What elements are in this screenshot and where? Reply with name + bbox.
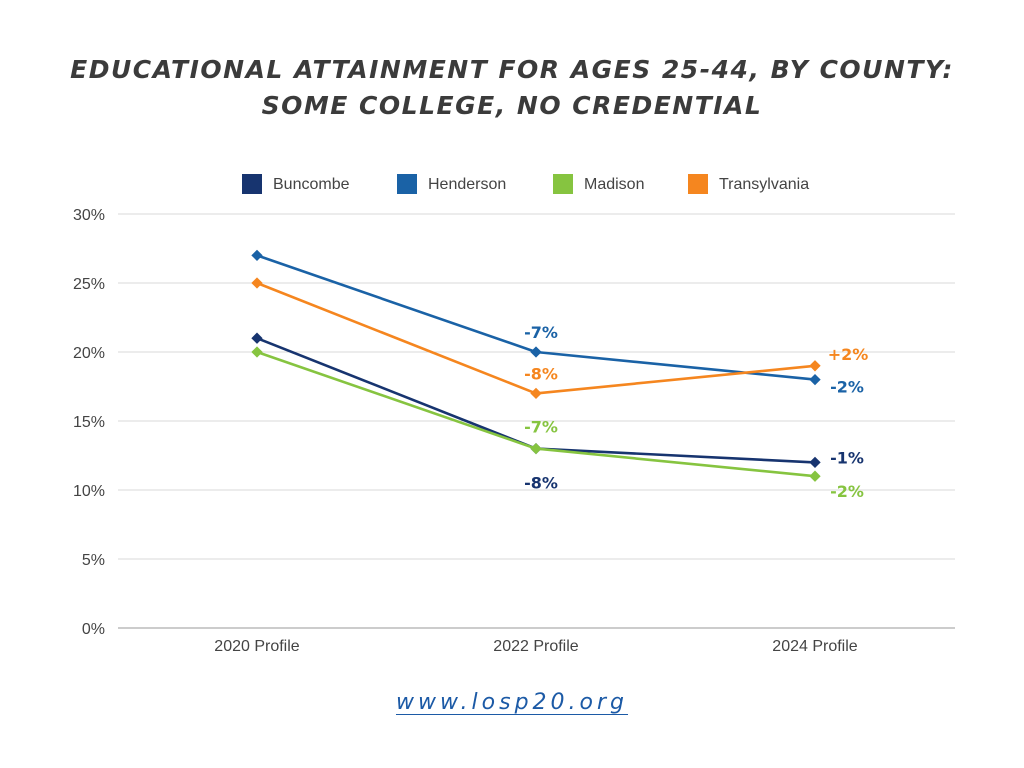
chart-title-line-2: SOME COLLEGE, NO CREDENTIAL: [261, 91, 763, 120]
data-label: +2%: [828, 345, 869, 364]
y-tick-label: 15%: [73, 414, 105, 431]
data-label: -7%: [524, 323, 558, 342]
y-tick-label: 0%: [82, 621, 105, 638]
x-tick-label: 2024 Profile: [772, 638, 857, 655]
y-tick-label: 10%: [73, 483, 105, 500]
data-labels: -7% -8% -7% -8% +2% -2% -1% -2%: [524, 323, 868, 501]
data-point: [809, 456, 821, 469]
data-label: -7%: [524, 418, 558, 437]
legend-item: Henderson: [397, 174, 506, 194]
legend-label: Buncombe: [273, 176, 350, 193]
data-point: [251, 249, 263, 262]
x-axis: 2020 Profile 2022 Profile 2024 Profile: [214, 638, 857, 655]
data-label: -2%: [830, 482, 864, 501]
data-point: [251, 277, 263, 289]
legend-swatch: [242, 174, 262, 194]
data-label: -2%: [830, 378, 864, 397]
website-link[interactable]: www.losp20.org: [395, 690, 629, 715]
series-group: [251, 249, 821, 482]
data-label: -1%: [830, 448, 864, 467]
data-point: [809, 373, 821, 386]
y-tick-label: 20%: [73, 345, 105, 362]
chart-title-line-1: EDUCATIONAL ATTAINMENT FOR AGES 25-44, B…: [70, 55, 954, 84]
legend-item: Madison: [553, 174, 644, 194]
y-tick-label: 5%: [82, 552, 105, 569]
legend-swatch: [688, 174, 708, 194]
legend-item: Transylvania: [688, 174, 809, 194]
legend-swatch: [397, 174, 417, 194]
data-point: [809, 360, 821, 372]
legend-item: Buncombe: [242, 174, 350, 194]
y-tick-label: 30%: [73, 207, 105, 224]
y-tick-label: 25%: [73, 276, 105, 293]
legend-label: Henderson: [428, 176, 506, 193]
data-label: -8%: [524, 474, 558, 493]
y-axis: 0% 5% 10% 15% 20% 25% 30%: [73, 207, 105, 638]
data-point: [530, 346, 542, 358]
data-point: [251, 332, 263, 344]
legend-label: Madison: [584, 176, 644, 193]
data-point: [809, 470, 821, 482]
legend: Buncombe Henderson Madison Transylvania: [242, 174, 809, 194]
chart-title: EDUCATIONAL ATTAINMENT FOR AGES 25-44, B…: [0, 52, 1024, 124]
legend-label: Transylvania: [719, 176, 809, 193]
x-tick-label: 2022 Profile: [493, 638, 578, 655]
legend-swatch: [553, 174, 573, 194]
data-label: -8%: [524, 364, 558, 383]
footer-link-wrap: www.losp20.org: [0, 690, 1024, 715]
data-point: [530, 442, 542, 455]
x-tick-label: 2020 Profile: [214, 638, 299, 655]
data-point: [251, 346, 263, 358]
data-point: [530, 387, 542, 400]
